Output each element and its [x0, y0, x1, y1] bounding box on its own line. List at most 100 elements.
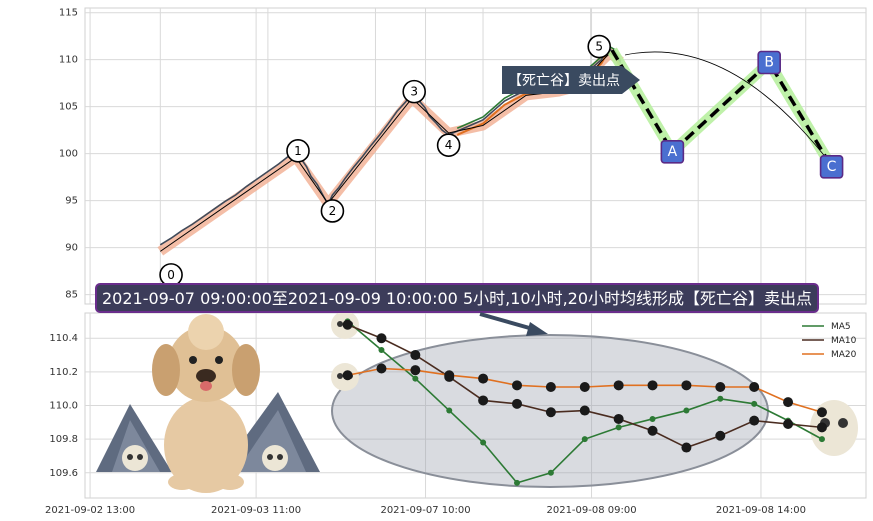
wave-marker: 3 — [402, 79, 426, 104]
abc-marker-box — [757, 50, 781, 75]
abc-path — [610, 49, 834, 168]
wave-marker-label: 0 — [167, 268, 175, 282]
series-point-ma20 — [410, 365, 421, 376]
legend-entry: MA5 — [831, 322, 851, 332]
event-annotation-box — [95, 283, 819, 313]
y-tick-label: 109.6 — [49, 468, 78, 479]
y-tick-label: 115 — [59, 8, 78, 19]
series-point-ma10 — [478, 395, 489, 406]
abc-marker-box — [660, 139, 685, 164]
y-tick-label: 85 — [65, 290, 78, 301]
y-tick-label: 95 — [65, 196, 78, 207]
wave-marker-label: 2 — [329, 204, 337, 218]
wave-marker: 4 — [436, 133, 461, 157]
series-point-ma10 — [545, 407, 556, 418]
skull-icon — [262, 445, 288, 471]
x-tick-label: 2021-09-08 09:00 — [546, 505, 636, 516]
abc-marker: C — [819, 155, 844, 179]
series-point-ma20 — [342, 370, 353, 381]
series-point-ma5 — [514, 479, 521, 486]
series-point-ma5 — [581, 436, 588, 443]
series-point-ma20 — [512, 380, 523, 391]
skull-icon — [122, 445, 148, 471]
wave-marker-label: 4 — [445, 138, 453, 152]
annotation-pointer-arrowhead — [526, 322, 548, 336]
event-annotation-text: 2021-09-07 09:00:00至2021-09-09 10:00:00 … — [102, 289, 812, 308]
wave-marker: 1 — [286, 139, 310, 163]
event-annotation: 2021-09-07 09:00:00至2021-09-09 10:00:00 … — [95, 283, 819, 313]
ma-marks — [342, 318, 827, 486]
ma-x-ticks: 2021-09-02 13:00 2021-09-03 11:00 2021-09-… — [45, 505, 806, 516]
price-marks: 0 1 2 3 4 5 A B C 【死亡谷】卖出点 — [157, 34, 844, 287]
series-point-ma10 — [681, 442, 692, 453]
series-point-ma10 — [783, 419, 794, 429]
wave-marker: 2 — [320, 199, 345, 223]
ma-y-ticks: 109.6 109.8 110.0 110.2 110.4 — [49, 333, 78, 479]
series-point-ma20 — [681, 380, 692, 391]
legend: MA5 MA10 MA20 — [802, 322, 857, 360]
series-point-ma10 — [376, 333, 387, 344]
series-point-ma10 — [816, 422, 827, 433]
series-point-ma5 — [717, 395, 724, 402]
series-point-ma20 — [647, 380, 658, 391]
projection-arc — [624, 51, 832, 166]
x-tick-label: 2021-09-02 13:00 — [45, 505, 135, 516]
series-point-ma5 — [818, 436, 825, 443]
y-tick-label: 105 — [59, 102, 78, 113]
y-tick-label: 110.4 — [49, 333, 78, 344]
price-grid — [85, 8, 866, 304]
abc-marker-label: A — [668, 144, 678, 160]
series-point-ma20 — [376, 363, 387, 374]
series-point-ma10 — [647, 425, 658, 436]
price-y-ticks: 85 90 95 100 105 110 115 — [59, 8, 78, 301]
series-point-ma20 — [579, 382, 590, 392]
y-tick-label: 110 — [59, 55, 78, 66]
series-point-ma5 — [751, 400, 758, 407]
wave-marker-circle — [587, 34, 612, 59]
series-point-ma5 — [683, 407, 690, 414]
y-tick-label: 109.8 — [49, 434, 78, 445]
series-point-ma20 — [783, 397, 794, 408]
series-point-ma20 — [749, 382, 760, 392]
sell-signal-label: 【死亡谷】卖出点 — [502, 66, 640, 94]
series-point-ma10 — [512, 398, 523, 409]
wave-marker-circle — [402, 79, 426, 104]
series-point-ma5 — [378, 347, 385, 353]
series-point-ma10 — [613, 413, 624, 424]
series-point-ma20 — [545, 382, 556, 392]
legend-entry: MA20 — [831, 350, 857, 360]
abc-marker-label: C — [827, 159, 837, 175]
series-point-ma5 — [547, 469, 554, 476]
series-point-ma5 — [480, 439, 487, 446]
series-point-ma10 — [715, 430, 726, 441]
poodle-mountain-illustration — [96, 314, 320, 493]
abc-marker: B — [757, 50, 781, 75]
abc-marker-label: B — [764, 55, 774, 71]
wave-marker-circle — [286, 139, 310, 163]
wave-marker-label: 3 — [410, 85, 418, 99]
x-tick-label: 2021-09-03 11:00 — [211, 505, 301, 516]
sell-signal-text: 【死亡谷】卖出点 — [508, 73, 620, 89]
y-tick-label: 90 — [65, 243, 78, 254]
y-tick-label: 100 — [59, 149, 78, 160]
wave-marker-label: 5 — [595, 40, 603, 54]
series-point-ma5 — [649, 415, 656, 422]
series-point-ma5 — [615, 424, 622, 431]
series-point-ma10 — [579, 405, 590, 416]
series-point-ma5 — [446, 407, 453, 414]
series-point-ma20 — [613, 380, 624, 391]
legend-entry: MA10 — [831, 336, 857, 346]
series-point-ma20 — [816, 407, 827, 418]
ma-panel: 109.6 109.8 110.0 110.2 110.4 2021-09-02 13:… — [45, 311, 867, 516]
series-point-ma5 — [412, 375, 419, 382]
sell-signal-arrow — [502, 66, 640, 94]
y-tick-label: 110.2 — [49, 367, 78, 378]
series-point-ma20 — [715, 382, 726, 392]
wave-marker: 5 — [587, 34, 612, 59]
series-point-ma10 — [749, 415, 760, 426]
abc-marker: A — [660, 139, 685, 164]
series-point-ma10 — [342, 319, 353, 330]
series-point-ma20 — [444, 370, 455, 381]
x-tick-label: 2021-09-07 10:00 — [380, 505, 470, 516]
